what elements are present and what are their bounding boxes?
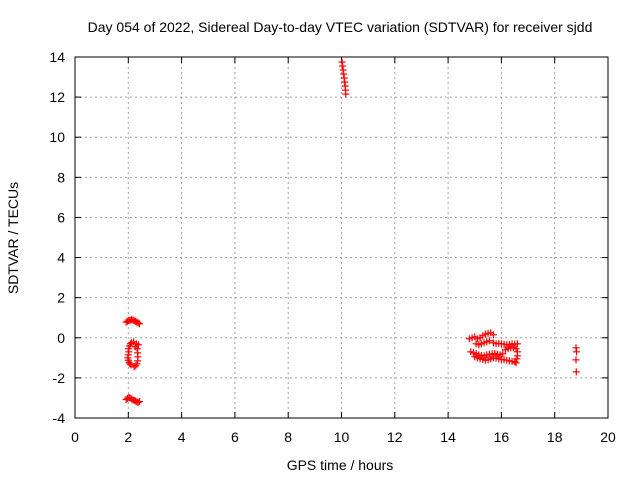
data-point	[572, 368, 580, 376]
data-point	[499, 350, 507, 358]
y-tick-label: 0	[57, 330, 65, 346]
x-tick-label: 18	[547, 429, 563, 445]
y-tick-label: -2	[53, 370, 66, 386]
data-point	[135, 398, 143, 406]
x-tick-label: 8	[284, 429, 292, 445]
y-tick-label: -4	[53, 410, 66, 426]
x-tick-label: 12	[387, 429, 403, 445]
y-tick-label: 6	[57, 209, 65, 225]
y-tick-label: 4	[57, 250, 65, 266]
data-point	[572, 356, 580, 364]
data-point	[132, 362, 140, 370]
y-tick-labels: -4 -2 0 2 4 6 8 10 12 14	[49, 49, 65, 426]
y-axis-label: SDTVAR / TECUs	[5, 182, 21, 294]
data-point	[512, 345, 520, 353]
data-point	[512, 359, 520, 367]
chart-title: Day 054 of 2022, Sidereal Day-to-day VTE…	[88, 19, 593, 35]
data-points	[122, 58, 581, 406]
x-axis-label: GPS time / hours	[287, 457, 394, 473]
x-tick-label: 10	[334, 429, 350, 445]
data-point	[134, 341, 142, 349]
y-tick-label: 14	[49, 49, 65, 65]
x-tick-label: 16	[494, 429, 510, 445]
data-point	[126, 360, 134, 368]
data-point	[135, 320, 143, 328]
x-tick-label: 2	[124, 429, 132, 445]
data-point	[573, 348, 581, 356]
x-tick-labels: 0 2 4 6 8 10 12 14 16 18 20	[71, 429, 616, 445]
data-point	[134, 319, 142, 327]
data-point	[342, 90, 350, 98]
data-point	[513, 340, 521, 348]
y-tick-label: 8	[57, 169, 65, 185]
data-point	[489, 331, 497, 339]
x-tick-label: 20	[600, 429, 616, 445]
y-tick-label: 2	[57, 290, 65, 306]
x-tick-label: 0	[71, 429, 79, 445]
y-tick-label: 12	[49, 89, 65, 105]
x-tick-label: 6	[231, 429, 239, 445]
data-point	[513, 355, 521, 363]
grid-lines	[75, 57, 608, 418]
data-point	[130, 363, 138, 371]
data-point	[134, 398, 142, 406]
data-point	[485, 337, 493, 345]
x-tick-label: 4	[178, 429, 186, 445]
y-tick-label: 10	[49, 129, 65, 145]
x-tick-label: 14	[440, 429, 456, 445]
plot-frame	[74, 56, 609, 419]
